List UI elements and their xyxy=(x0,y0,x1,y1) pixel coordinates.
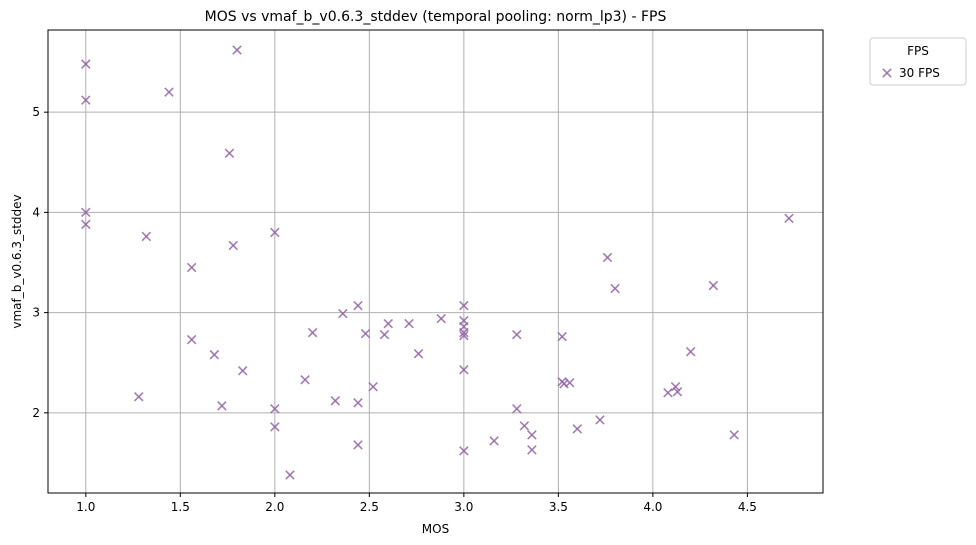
data-point xyxy=(672,387,683,397)
legend-marker-x xyxy=(882,68,892,78)
legend-marker-x-shape xyxy=(882,68,892,78)
y-tick-label: 4 xyxy=(32,205,40,219)
data-point xyxy=(572,424,583,434)
data-point xyxy=(459,446,469,456)
x-tick-label: 4.0 xyxy=(643,500,662,514)
data-point xyxy=(81,207,91,218)
data-point xyxy=(557,331,567,342)
data-point xyxy=(527,445,537,455)
y-axis-ticks: 2 3 4 5 xyxy=(32,105,48,420)
data-point xyxy=(685,346,696,357)
data-point xyxy=(237,365,248,376)
data-point xyxy=(133,392,144,402)
x-tick-label: 4.5 xyxy=(738,500,757,514)
data-point xyxy=(228,240,239,251)
legend-box xyxy=(869,37,967,86)
data-point xyxy=(270,404,280,414)
data-point xyxy=(353,440,363,450)
data-point xyxy=(81,95,91,105)
data-point xyxy=(670,382,681,392)
data-point xyxy=(186,334,197,345)
data-point xyxy=(270,422,280,432)
data-point xyxy=(300,374,310,385)
data-point xyxy=(368,382,378,392)
legend-title: FPS xyxy=(907,44,929,58)
data-point xyxy=(353,300,363,311)
x-tick-label: 1.0 xyxy=(76,500,95,514)
x-tick-label: 1.5 xyxy=(171,500,190,514)
data-point xyxy=(729,430,739,440)
plot-area-frame xyxy=(47,29,824,494)
data-point xyxy=(519,421,530,431)
y-axis-label: vmaf_b_v0.6.3_stddev xyxy=(10,194,24,328)
data-point xyxy=(232,45,242,55)
data-point xyxy=(383,318,394,329)
data-point xyxy=(81,59,91,69)
data-point xyxy=(784,213,794,224)
data-point xyxy=(353,398,363,408)
data-point xyxy=(285,470,295,480)
chart-title: MOS vs vmaf_b_v0.6.3_stddev (temporal po… xyxy=(205,9,667,25)
grid xyxy=(48,30,823,493)
data-point xyxy=(186,262,197,273)
data-point xyxy=(527,430,537,440)
data-point xyxy=(436,313,446,324)
data-point xyxy=(404,318,414,329)
data-point xyxy=(270,227,280,238)
data-point xyxy=(209,349,220,360)
data-point xyxy=(459,300,469,311)
data-point xyxy=(663,388,673,398)
data-point xyxy=(595,415,605,425)
x-tick-label: 3.5 xyxy=(549,500,568,514)
data-point xyxy=(141,231,152,242)
x-tick-label: 2.0 xyxy=(265,500,284,514)
data-point xyxy=(360,328,371,339)
data-point xyxy=(307,327,318,338)
data-point xyxy=(224,148,235,159)
data-point xyxy=(338,308,348,319)
y-tick-label: 3 xyxy=(32,306,40,320)
data-point xyxy=(708,280,719,291)
data-points xyxy=(81,45,794,480)
data-point xyxy=(512,404,522,414)
data-point xyxy=(413,348,424,359)
data-point xyxy=(512,329,522,340)
x-tick-label: 2.5 xyxy=(360,500,379,514)
y-tick-label: 2 xyxy=(32,406,40,420)
legend-entry-label: 30 FPS xyxy=(899,66,940,80)
x-tick-label: 3.0 xyxy=(454,500,473,514)
x-axis-label: MOS xyxy=(422,522,449,536)
data-point xyxy=(81,219,91,230)
y-tick-label: 5 xyxy=(32,105,40,119)
data-point xyxy=(459,330,469,341)
data-point xyxy=(610,283,620,294)
data-point xyxy=(330,396,341,406)
data-point xyxy=(164,87,174,97)
data-point xyxy=(489,436,499,446)
data-point xyxy=(217,401,227,411)
data-point xyxy=(602,252,613,263)
data-point xyxy=(459,327,469,338)
legend: FPS 30 FPS xyxy=(869,37,967,86)
data-point xyxy=(379,329,390,340)
data-point xyxy=(459,364,469,375)
data-point xyxy=(564,377,575,388)
x-axis-ticks: 1.0 1.5 2.0 2.5 3.0 3.5 4.0 4.5 xyxy=(76,493,757,514)
